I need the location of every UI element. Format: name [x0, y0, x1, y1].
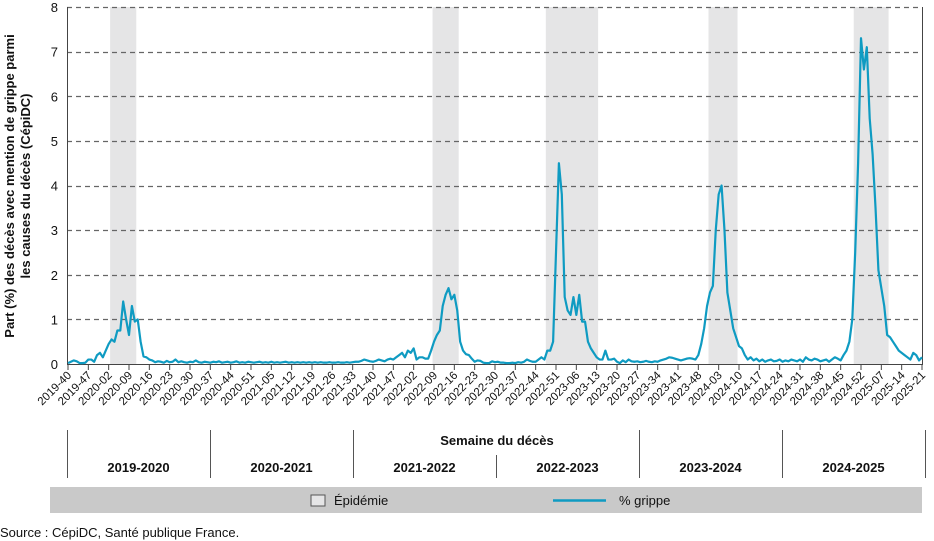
y-tick-labels: 0 1 2 3 4 5 6 7 8: [51, 0, 58, 372]
series-layer: [67, 37, 923, 365]
x-axis-title: Semaine du décès: [440, 433, 553, 448]
season-label: 2019-2020: [107, 460, 169, 475]
series-line-grippe: [67, 37, 923, 365]
season-label: 2021-2022: [393, 460, 455, 475]
season-panel: 2019-2020 2020-2021 2021-2022 2022-2023 2023…: [67, 430, 926, 478]
season-label: 2023-2024: [679, 460, 742, 475]
y-axis-title-line1: Part (%) des décès avec mention de gripp…: [2, 34, 17, 337]
legend: Épidémie % grippe: [50, 487, 922, 513]
x-tick-labels: 2019-402019-472020-022020-092020-162020-…: [36, 364, 928, 408]
legend-band: [50, 487, 922, 513]
y-axis-title-line2: les causes du décès (CépiDC): [18, 94, 33, 279]
y-tick-label: 7: [51, 45, 58, 60]
legend-line-label: % grippe: [619, 493, 670, 508]
season-label: 2022-2023: [536, 460, 598, 475]
gridlines: [67, 6, 922, 321]
y-tick-label: 3: [51, 223, 58, 238]
y-tick-label: 6: [51, 89, 58, 104]
y-tick-label: 1: [51, 312, 58, 327]
legend-epidemic-label: Épidémie: [334, 493, 388, 508]
epidemic-period: [708, 7, 738, 364]
legend-epidemic-swatch: [310, 494, 326, 507]
source-note: Source : CépiDC, Santé publique France.: [0, 525, 239, 540]
season-label: 2020-2021: [250, 460, 312, 475]
epidemic-shading-layer: [110, 7, 889, 364]
epidemic-period: [432, 7, 459, 364]
y-tick-label: 0: [51, 357, 58, 372]
season-label: 2024-2025: [822, 460, 884, 475]
epidemic-period: [853, 7, 889, 364]
y-tick-label: 8: [51, 0, 58, 15]
y-tick-label: 5: [51, 134, 58, 149]
y-tick-label: 4: [51, 179, 58, 194]
y-tick-label: 2: [51, 268, 58, 283]
